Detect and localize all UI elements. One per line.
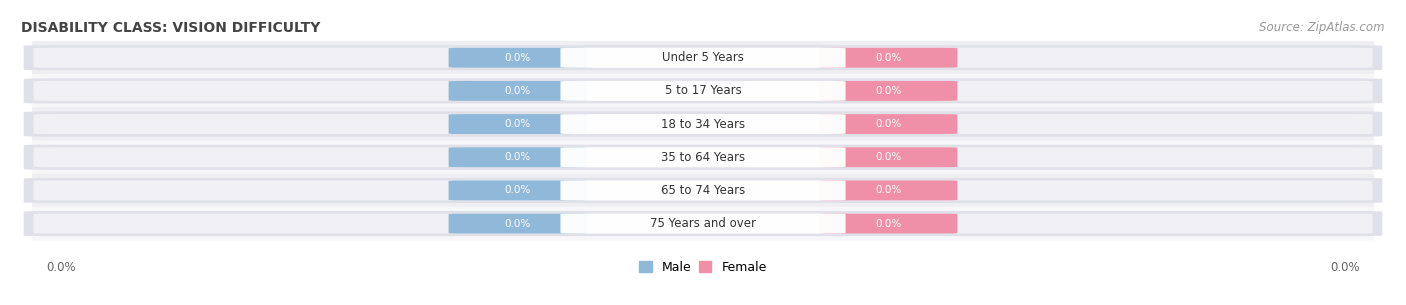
FancyBboxPatch shape — [32, 207, 1374, 241]
Text: 0.0%: 0.0% — [505, 53, 531, 63]
Text: 0.0%: 0.0% — [875, 219, 901, 228]
FancyBboxPatch shape — [24, 211, 1382, 236]
FancyBboxPatch shape — [32, 174, 1374, 207]
FancyBboxPatch shape — [32, 41, 1374, 75]
FancyBboxPatch shape — [820, 48, 957, 68]
FancyBboxPatch shape — [24, 145, 1382, 170]
FancyBboxPatch shape — [820, 81, 957, 101]
Text: Source: ZipAtlas.com: Source: ZipAtlas.com — [1260, 21, 1385, 34]
Text: Under 5 Years: Under 5 Years — [662, 51, 744, 64]
FancyBboxPatch shape — [34, 180, 1372, 200]
Text: 0.0%: 0.0% — [505, 119, 531, 129]
Text: 0.0%: 0.0% — [505, 86, 531, 96]
Legend: Male, Female: Male, Female — [636, 257, 770, 278]
Text: DISABILITY CLASS: VISION DIFFICULTY: DISABILITY CLASS: VISION DIFFICULTY — [21, 21, 321, 35]
Text: 65 to 74 Years: 65 to 74 Years — [661, 184, 745, 197]
Text: 75 Years and over: 75 Years and over — [650, 217, 756, 230]
Text: 35 to 64 Years: 35 to 64 Years — [661, 151, 745, 164]
FancyBboxPatch shape — [561, 181, 845, 200]
FancyBboxPatch shape — [449, 114, 586, 134]
Text: 0.0%: 0.0% — [46, 261, 76, 274]
FancyBboxPatch shape — [24, 178, 1382, 203]
FancyBboxPatch shape — [34, 147, 1372, 167]
FancyBboxPatch shape — [449, 48, 586, 68]
FancyBboxPatch shape — [561, 114, 845, 134]
FancyBboxPatch shape — [449, 181, 586, 200]
Text: 0.0%: 0.0% — [875, 119, 901, 129]
FancyBboxPatch shape — [820, 114, 957, 134]
Text: 0.0%: 0.0% — [875, 86, 901, 96]
FancyBboxPatch shape — [820, 147, 957, 167]
FancyBboxPatch shape — [24, 112, 1382, 137]
FancyBboxPatch shape — [32, 74, 1374, 108]
FancyBboxPatch shape — [34, 114, 1372, 134]
FancyBboxPatch shape — [34, 48, 1372, 68]
FancyBboxPatch shape — [449, 81, 586, 101]
FancyBboxPatch shape — [34, 81, 1372, 101]
FancyBboxPatch shape — [34, 214, 1372, 234]
FancyBboxPatch shape — [561, 214, 845, 234]
FancyBboxPatch shape — [32, 140, 1374, 174]
Text: 0.0%: 0.0% — [875, 152, 901, 162]
Text: 5 to 17 Years: 5 to 17 Years — [665, 84, 741, 97]
FancyBboxPatch shape — [449, 147, 586, 167]
Text: 0.0%: 0.0% — [1330, 261, 1360, 274]
Text: 0.0%: 0.0% — [505, 185, 531, 196]
Text: 0.0%: 0.0% — [875, 53, 901, 63]
Text: 18 to 34 Years: 18 to 34 Years — [661, 118, 745, 131]
FancyBboxPatch shape — [561, 81, 845, 101]
FancyBboxPatch shape — [561, 147, 845, 167]
Text: 0.0%: 0.0% — [875, 185, 901, 196]
FancyBboxPatch shape — [561, 48, 845, 68]
Text: 0.0%: 0.0% — [505, 152, 531, 162]
FancyBboxPatch shape — [820, 181, 957, 200]
FancyBboxPatch shape — [24, 78, 1382, 103]
FancyBboxPatch shape — [449, 214, 586, 234]
FancyBboxPatch shape — [820, 214, 957, 234]
Text: 0.0%: 0.0% — [505, 219, 531, 228]
FancyBboxPatch shape — [32, 107, 1374, 141]
FancyBboxPatch shape — [24, 45, 1382, 70]
